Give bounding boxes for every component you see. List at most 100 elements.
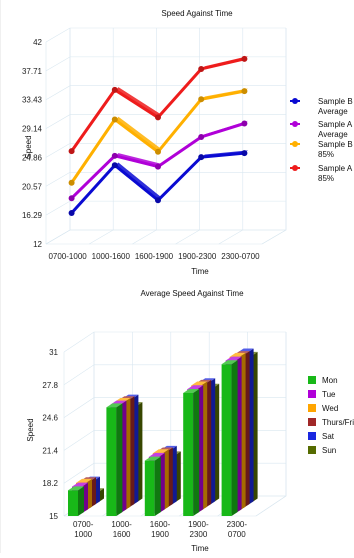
bar-legend-swatch xyxy=(308,404,316,412)
line-chart-gridline xyxy=(45,171,286,187)
line-chart-gridline xyxy=(89,28,114,245)
line-series-point xyxy=(155,114,161,121)
line-series-point xyxy=(68,148,75,155)
bar-legend-swatch xyxy=(308,432,316,440)
line-chart-y-tick-label: 33.43 xyxy=(22,96,43,105)
bar-chart-x-tick-label: 2300-0700 xyxy=(227,520,248,539)
bar-chart-y-tick-label: 31 xyxy=(49,348,58,357)
line-series-path xyxy=(70,151,245,215)
line-chart-gridline xyxy=(175,28,200,245)
line-legend-swatch-marker xyxy=(292,98,298,104)
bar-legend-label: Mon xyxy=(322,376,338,385)
bar-chart-title: Average Speed Against Time xyxy=(140,289,244,298)
bar-chart-x-tick-label: 1000-1600 xyxy=(111,520,132,539)
line-series-point xyxy=(111,152,118,159)
line-series-point xyxy=(68,179,75,186)
bar-chart-x-tick-label: 0700-1000 xyxy=(73,520,94,539)
line-legend-label: Sample A 85% xyxy=(318,164,353,183)
line-series-point xyxy=(155,163,161,170)
bar-side-face xyxy=(231,360,238,516)
line-chart-x-axis-title: Time xyxy=(191,267,209,276)
line-chart-gridline xyxy=(45,114,286,129)
line-chart-x-tick-label: 1900-2300 xyxy=(178,252,217,261)
line-chart-y-tick-label: 42 xyxy=(33,38,42,47)
line-chart-gridline xyxy=(261,28,287,245)
bar-front-face xyxy=(221,364,232,516)
line-chart-title: Speed Against Time xyxy=(161,9,233,18)
bar-top-face xyxy=(106,403,123,408)
bar-legend-swatch xyxy=(308,376,316,384)
bar-top-face xyxy=(76,478,92,483)
bar-legend-swatch xyxy=(308,418,316,426)
bar-front-face xyxy=(144,460,155,516)
line-series-point xyxy=(68,210,75,217)
line-series-ribbon xyxy=(71,120,248,199)
bar-chart-x-tick-label: 1600-1900 xyxy=(150,520,171,539)
line-series-point xyxy=(198,154,205,161)
bar-chart-gridline xyxy=(255,332,287,517)
line-chart-gridline xyxy=(45,28,71,245)
line-series-point xyxy=(155,197,161,204)
line-chart-y-ticks: 12 16.29 20.57 24.86 29.14 33.43 37.71 42 xyxy=(22,38,43,249)
line-series-point xyxy=(241,55,248,62)
line-chart-gridlines xyxy=(45,27,287,245)
bar-front-face xyxy=(68,490,78,516)
line-series-point xyxy=(155,148,161,155)
bar-top-face xyxy=(221,360,238,365)
bar-top-face xyxy=(191,381,208,386)
bar-legend-label: Tue xyxy=(322,390,336,399)
line-legend-label: Sample A Average xyxy=(318,120,353,139)
line-series-point xyxy=(241,88,248,95)
line-series-point xyxy=(68,195,75,202)
bar-chart-legend: Mon Tue Wed Thurs/Fri Sat Sun xyxy=(308,376,354,455)
line-chart-y-tick-label: 24.86 xyxy=(22,153,43,162)
bar-front-face xyxy=(183,393,194,516)
line-series-path xyxy=(70,122,245,200)
bar-chart-x-axis-title: Time xyxy=(191,544,209,553)
line-chart-series xyxy=(68,55,248,217)
line-chart-y-axis-title: Speed xyxy=(24,135,33,158)
line-series-point xyxy=(111,116,118,123)
bar-legend-label: Sun xyxy=(322,446,336,455)
line-series-point xyxy=(241,150,248,157)
line-chart-x-tick-label: 1600-1900 xyxy=(135,252,174,261)
bar-legend-label: Wed xyxy=(322,404,338,413)
bar-top-face xyxy=(68,486,84,491)
line-legend-swatch-marker xyxy=(292,141,298,147)
line-chart-y-tick-label: 37.71 xyxy=(22,67,43,76)
line-series-point xyxy=(198,96,205,103)
line-chart-x-ticks: 0700-1000 1000-1600 1600-1900 1900-2300 2300… xyxy=(48,252,260,261)
bar-top-face xyxy=(229,352,246,357)
bar-side-face xyxy=(193,389,200,516)
bar-chart-y-tick-label: 27.8 xyxy=(42,381,58,390)
line-chart-x-tick-label: 0700-1000 xyxy=(48,252,87,261)
bar-top-face xyxy=(144,456,161,461)
line-chart-y-tick-label: 12 xyxy=(33,240,42,249)
bar-chart-y-tick-label: 24.6 xyxy=(42,414,58,423)
line-chart-y-tick-label: 16.29 xyxy=(22,211,43,220)
bar-chart-y-tick-label: 15 xyxy=(49,512,58,521)
bar-top-face xyxy=(187,385,204,390)
bar-top-face xyxy=(72,482,88,487)
bar-chart-y-tick-label: 21.4 xyxy=(42,446,58,455)
line-series-point xyxy=(198,65,205,72)
line-chart-y-tick-label: 29.14 xyxy=(22,125,43,134)
bar-chart-bars xyxy=(68,348,258,516)
line-chart-gridline xyxy=(218,28,244,245)
bar-chart-x-ticks: 0700-1000 1000-1600 1600-1900 1900-2300 2300… xyxy=(73,520,247,539)
bar-legend-swatch xyxy=(308,446,316,454)
bar-top-face xyxy=(183,389,200,393)
bar-legend-label: Thurs/Fri xyxy=(322,418,354,427)
bar-side-face xyxy=(78,486,84,516)
bar-top-face xyxy=(225,356,242,361)
bar-chart-y-tick-label: 18.2 xyxy=(42,479,58,488)
line-legend-label: Sample B Average xyxy=(318,97,353,116)
line-series-point xyxy=(111,86,118,93)
line-chart-gridline xyxy=(45,27,286,43)
line-chart-y-tick-label: 20.57 xyxy=(22,182,43,191)
bar-side-face xyxy=(116,403,123,516)
bar-chart-y-axis-title: Speed xyxy=(26,418,35,441)
line-series-point xyxy=(241,120,248,127)
